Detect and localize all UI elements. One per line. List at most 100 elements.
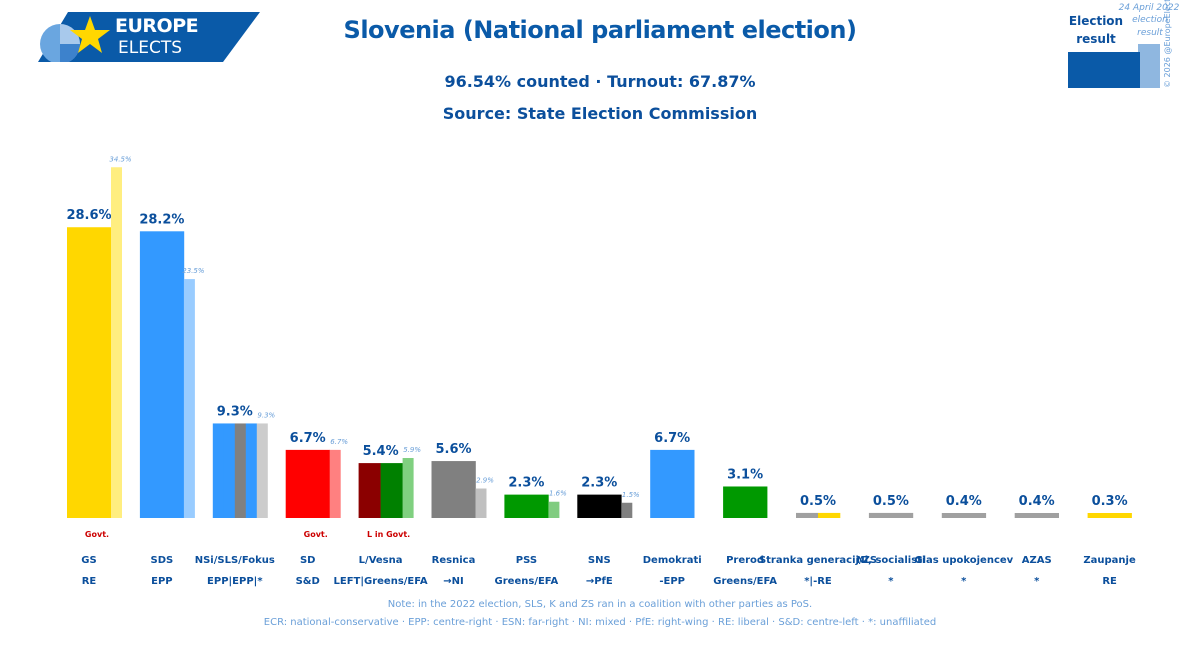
value-label-13: 0.4% [1019,494,1055,509]
chart-subtitle-count: 96.54% counted · Turnout: 67.87% [444,72,756,91]
bar-2-seg-0 [212,423,225,518]
prev-value-label-6: 1.6% [549,490,567,498]
party-label-12: Glas upokojencev [914,555,1013,566]
value-label-9: 3.1% [727,467,763,482]
group-label-8: -EPP [659,576,685,587]
prev-bar-5 [475,488,487,518]
bar-2-seg-2 [234,423,247,518]
group-legend-note: ECR: national-conservative · EPP: centre… [263,617,937,628]
group-label-1: EPP [151,576,173,587]
party-label-11: Ni, socialisti [856,555,925,566]
group-label-11: * [888,576,894,587]
bar-4-seg-1 [380,463,403,518]
bar-2-seg-3 [245,423,258,518]
prev-bar-4 [402,458,414,518]
bar-10-seg-1 [818,512,841,518]
legend-previous-label-2: result [1137,28,1163,38]
chart-subtitle-source: Source: State Election Commission [442,104,758,123]
bar-6-seg-0 [504,494,549,518]
bar-13-seg-0 [1014,513,1059,518]
legend: 24 April 2022 Election result election r… [1060,0,1180,92]
party-label-6: PSS [516,555,537,566]
group-label-5: →NI [443,576,463,587]
legend-previous-label-1: election [1132,15,1168,25]
prev-value-label-1: 23.5% [182,267,205,275]
prev-bar-7 [621,502,633,518]
legend-current-label-1: Election [1068,14,1124,28]
bar-2-seg-1 [223,423,236,518]
party-label-3: SD [300,555,316,566]
value-label-1: 28.2% [139,212,184,227]
bar-10-seg-0 [796,512,819,518]
bar-12-seg-0 [941,513,987,518]
party-label-13: AZAS [1022,555,1052,566]
bar-5-seg-0 [431,461,476,518]
group-label-3: S&D [296,576,320,587]
party-label-5: Resnica [432,555,476,566]
bar-11-seg-0 [868,512,914,518]
party-label-1: SDS [151,555,174,566]
govt-label-3: Govt. [304,530,328,539]
value-label-5: 5.6% [435,442,471,457]
bar-14-seg-0 [1087,513,1132,518]
value-label-0: 28.6% [66,208,111,223]
logo-text-elects: ELECTS [118,38,182,58]
value-label-14: 0.3% [1092,494,1128,509]
govt-label-4: L in Govt. [367,530,410,539]
value-label-7: 2.3% [581,476,617,491]
bar-3-seg-0 [285,449,330,518]
party-label-9: Prerod [726,555,764,566]
prev-value-label-4: 5.9% [403,446,421,454]
group-label-10: *|-RE [804,576,832,587]
legend-current-label-2: result [1076,32,1116,46]
bar-9-seg-0 [723,486,768,518]
group-label-2: EPP|EPP|* [207,576,263,587]
value-label-8: 6.7% [654,431,690,446]
party-label-8: Demokrati [643,555,702,566]
bar-7-seg-0 [577,494,622,518]
legend-current-swatch [1068,52,1140,88]
prev-value-label-0: 34.5% [109,155,132,163]
prev-value-label-5: 2.9% [476,477,494,485]
chart-title: Slovenia (National parliament election) [343,16,857,44]
value-label-2: 9.3% [217,404,253,419]
prev-value-label-3: 6.7% [330,438,348,446]
footnote: Note: in the 2022 election, SLS, K and Z… [387,599,813,610]
party-label-4: L/Vesna [359,555,403,566]
group-label-4: LEFT|Greens/EFA [333,576,427,587]
party-label-7: SNS [588,555,611,566]
group-label-0: RE [82,576,97,587]
party-label-2: NSi/SLS/Fokus [195,555,275,566]
prev-bar-6 [548,501,560,518]
value-label-6: 2.3% [508,476,544,491]
logo-text-europe: EUROPE [115,15,199,37]
group-label-13: * [1034,576,1040,587]
value-label-11: 0.5% [873,494,909,509]
legend-previous-swatch [1138,44,1160,88]
prev-value-label-7: 1.5% [622,491,640,499]
bar-1-seg-0 [139,231,185,519]
group-label-9: Greens/EFA [713,576,777,587]
bar-8-seg-0 [650,449,695,518]
bar-4-seg-0 [358,463,381,518]
party-label-14: Zaupanje [1083,555,1136,566]
govt-label-0: Govt. [85,530,109,539]
prev-value-label-2: 9.3% [257,411,275,419]
group-label-6: Greens/EFA [495,576,559,587]
value-label-3: 6.7% [290,431,326,446]
prev-bar-1 [183,279,195,518]
europe-elects-logo [38,12,260,62]
legend-date: 24 April 2022 [1118,3,1180,13]
group-label-12: * [961,576,967,587]
group-label-7: →PfE [586,576,613,587]
prev-bar-2 [256,423,268,518]
group-label-14: RE [1102,576,1117,587]
party-label-10: Stranka generacij/ZS [759,555,877,566]
party-label-0: GS [81,555,96,566]
value-label-10: 0.5% [800,494,836,509]
value-label-4: 5.4% [363,444,399,459]
bar-0-seg-0 [67,227,112,518]
prev-bar-0 [111,167,122,518]
value-label-12: 0.4% [946,494,982,509]
